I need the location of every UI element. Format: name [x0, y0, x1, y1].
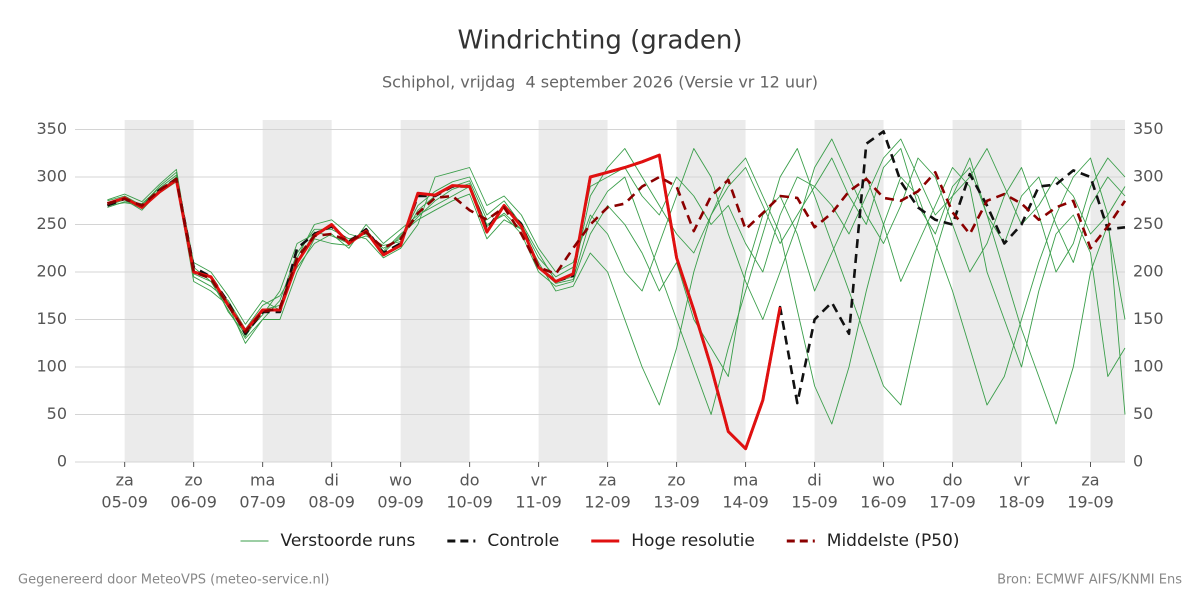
- x-tick-date: 07-09: [239, 493, 286, 512]
- series-line: [107, 171, 1127, 334]
- y2-tick-label: 100: [1133, 357, 1164, 376]
- x-tick-label: vr: [531, 471, 547, 490]
- legend: Verstoorde runs Controle Hoge resolutie Mid…: [240, 531, 960, 551]
- y2-tick-label: 300: [1133, 167, 1164, 186]
- x-tick-label: do: [943, 471, 963, 490]
- legend-label: Hoge resolutie: [631, 531, 755, 551]
- x-tick-date: 12-09: [584, 493, 631, 512]
- day-shade: [952, 120, 1022, 462]
- x-tick-label: wo: [872, 471, 895, 490]
- footer-right: Bron: ECMWF AIFS/KNMI Ens: [997, 573, 1182, 588]
- x-tick-date: 14-09: [722, 493, 769, 512]
- y2-tick-label: 200: [1133, 262, 1164, 281]
- day-shade: [124, 120, 194, 462]
- ensemble-line: [107, 167, 1126, 377]
- ensemble-line: [107, 148, 1126, 425]
- y2-tick-label: 0: [1133, 452, 1143, 471]
- x-tick-label: do: [460, 471, 480, 490]
- x-tick-date: 15-09: [791, 493, 838, 512]
- x-tick-label: ma: [250, 471, 275, 490]
- x-tick-date: 10-09: [446, 493, 493, 512]
- x-tick-date: 16-09: [860, 493, 907, 512]
- x-tick-label: ma: [733, 471, 758, 490]
- x-tick-date: 05-09: [101, 493, 148, 512]
- x-tick-date: 13-09: [653, 493, 700, 512]
- x-tick-label: di: [807, 471, 822, 490]
- legend-label: Middelste (P50): [827, 531, 960, 551]
- x-tick-date: 09-09: [377, 493, 424, 512]
- day-shade: [538, 120, 608, 462]
- y-tick-label: 350: [36, 119, 67, 138]
- x-tick-date: 17-09: [929, 493, 976, 512]
- chart-title: Windrichting (graden): [457, 26, 742, 56]
- y-tick-label: 200: [36, 262, 67, 281]
- legend-label: Controle: [487, 531, 559, 551]
- y-tick-label: 0: [57, 452, 67, 471]
- x-tick-label: zo: [185, 471, 203, 490]
- series-line: [106, 153, 782, 451]
- day-shade: [262, 120, 332, 462]
- ensemble-line: [107, 138, 1126, 335]
- x-tick-date: 08-09: [308, 493, 355, 512]
- day-shade: [400, 120, 470, 462]
- x-tick-label: za: [116, 471, 134, 490]
- x-tick-label: vr: [1013, 471, 1029, 490]
- x-tick-date: 18-09: [998, 493, 1045, 512]
- x-tick-label: za: [598, 471, 616, 490]
- y-tick-label: 150: [36, 309, 67, 328]
- x-tick-date: 19-09: [1067, 493, 1114, 512]
- legend-label: Verstoorde runs: [281, 531, 416, 551]
- y2-tick-label: 150: [1133, 309, 1164, 328]
- y2-tick-label: 50: [1133, 404, 1153, 423]
- y2-tick-label: 350: [1133, 119, 1164, 138]
- x-tick-date: 06-09: [170, 493, 217, 512]
- y2-tick-label: 250: [1133, 214, 1164, 233]
- x-tick-label: za: [1081, 471, 1099, 490]
- x-tick-date: 11-09: [515, 493, 562, 512]
- x-tick-label: zo: [667, 471, 685, 490]
- y-tick-label: 250: [36, 214, 67, 233]
- y-tick-label: 100: [36, 357, 67, 376]
- ensemble-line: [107, 157, 1126, 425]
- footer-left: Gegenereerd door MeteoVPS (meteo-service…: [18, 573, 329, 588]
- y-tick-label: 50: [47, 404, 67, 423]
- chart-subtitle: Schiphol, vrijdag 4 september 2026 (Vers…: [382, 73, 818, 92]
- x-tick-label: wo: [389, 471, 412, 490]
- ensemble-line: [107, 138, 1126, 325]
- y-tick-label: 300: [36, 167, 67, 186]
- ensemble-line: [107, 148, 1126, 339]
- x-tick-label: di: [324, 471, 339, 490]
